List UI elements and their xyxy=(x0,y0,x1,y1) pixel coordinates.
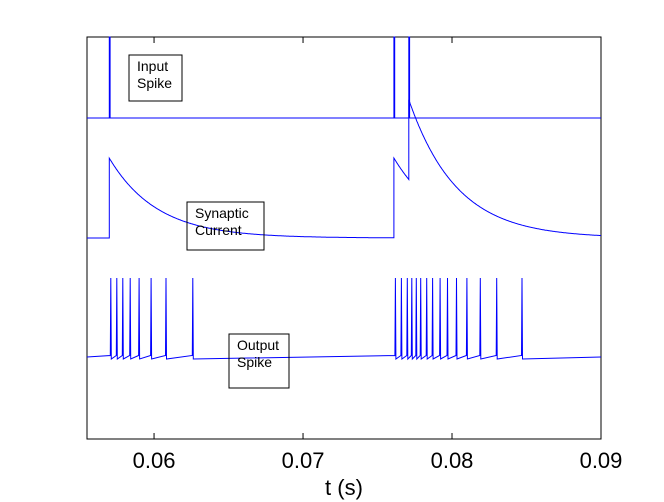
x-ticks: 0.06 0.07 0.08 0.09 xyxy=(133,37,623,473)
x-tick-label: 0.08 xyxy=(431,448,474,473)
x-tick-label: 0.09 xyxy=(580,448,623,473)
annotation-box xyxy=(228,333,290,389)
annotation-box xyxy=(128,54,183,102)
annotation-text: Input xyxy=(137,58,168,74)
output-spike-trace xyxy=(86,277,602,361)
traces xyxy=(86,36,602,361)
annotation-text: Spike xyxy=(237,354,272,370)
x-tick-label: 0.07 xyxy=(282,448,325,473)
annotation-text: Synaptic xyxy=(195,205,249,221)
plot-frame xyxy=(86,36,602,440)
annotation-box xyxy=(186,201,265,251)
x-tick-label: 0.06 xyxy=(133,448,176,473)
synaptic-current-trace xyxy=(87,99,601,239)
input-spike-trace xyxy=(87,36,601,119)
annotation-text: Current xyxy=(195,222,242,238)
x-axis-label: t (s) xyxy=(325,475,363,500)
annotation-text: Output xyxy=(237,337,279,353)
annotation-text: Spike xyxy=(137,75,172,91)
